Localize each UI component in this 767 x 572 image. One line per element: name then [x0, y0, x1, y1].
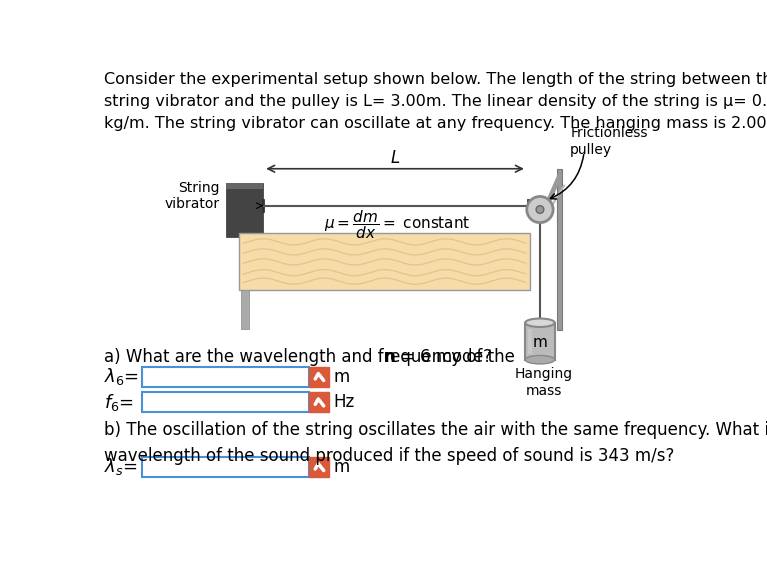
Text: String
vibrator: String vibrator [165, 181, 220, 211]
Bar [241, 236, 249, 329]
Bar [239, 233, 530, 291]
Bar [143, 392, 309, 412]
Bar [309, 367, 329, 387]
Bar [525, 323, 555, 360]
Text: a) What are the wavelength and frequency of the: a) What are the wavelength and frequency… [104, 348, 520, 366]
Circle shape [536, 206, 544, 213]
Text: $\mathbf{n}$ = 6 mode?: $\mathbf{n}$ = 6 mode? [383, 348, 492, 366]
Text: $\lambda_6$=: $\lambda_6$= [104, 366, 139, 387]
Text: L: L [390, 149, 400, 167]
Bar [143, 456, 309, 476]
Circle shape [527, 196, 553, 223]
Text: m: m [333, 368, 349, 386]
Bar [528, 329, 532, 353]
Text: b) The oscillation of the string oscillates the air with the same frequency. Wha: b) The oscillation of the string oscilla… [104, 422, 767, 465]
Text: Hanging
mass: Hanging mass [515, 367, 573, 398]
Bar [557, 169, 562, 331]
Text: Frictionless
pulley: Frictionless pulley [570, 126, 647, 157]
Bar [309, 392, 329, 412]
Ellipse shape [525, 355, 555, 364]
Text: Hz: Hz [333, 393, 354, 411]
Ellipse shape [525, 319, 555, 327]
Text: m: m [532, 335, 548, 350]
Text: $f_6$=: $f_6$= [104, 392, 133, 412]
Bar [226, 182, 263, 236]
Text: m: m [333, 458, 349, 476]
Text: $\lambda_s$=: $\lambda_s$= [104, 456, 137, 477]
Text: Consider the experimental setup shown below. The length of the string between th: Consider the experimental setup shown be… [104, 73, 767, 130]
Text: $\mu = \dfrac{dm}{dx} = $ constant: $\mu = \dfrac{dm}{dx} = $ constant [324, 209, 471, 241]
Bar [309, 456, 329, 476]
Bar [143, 367, 309, 387]
Bar [226, 182, 263, 189]
